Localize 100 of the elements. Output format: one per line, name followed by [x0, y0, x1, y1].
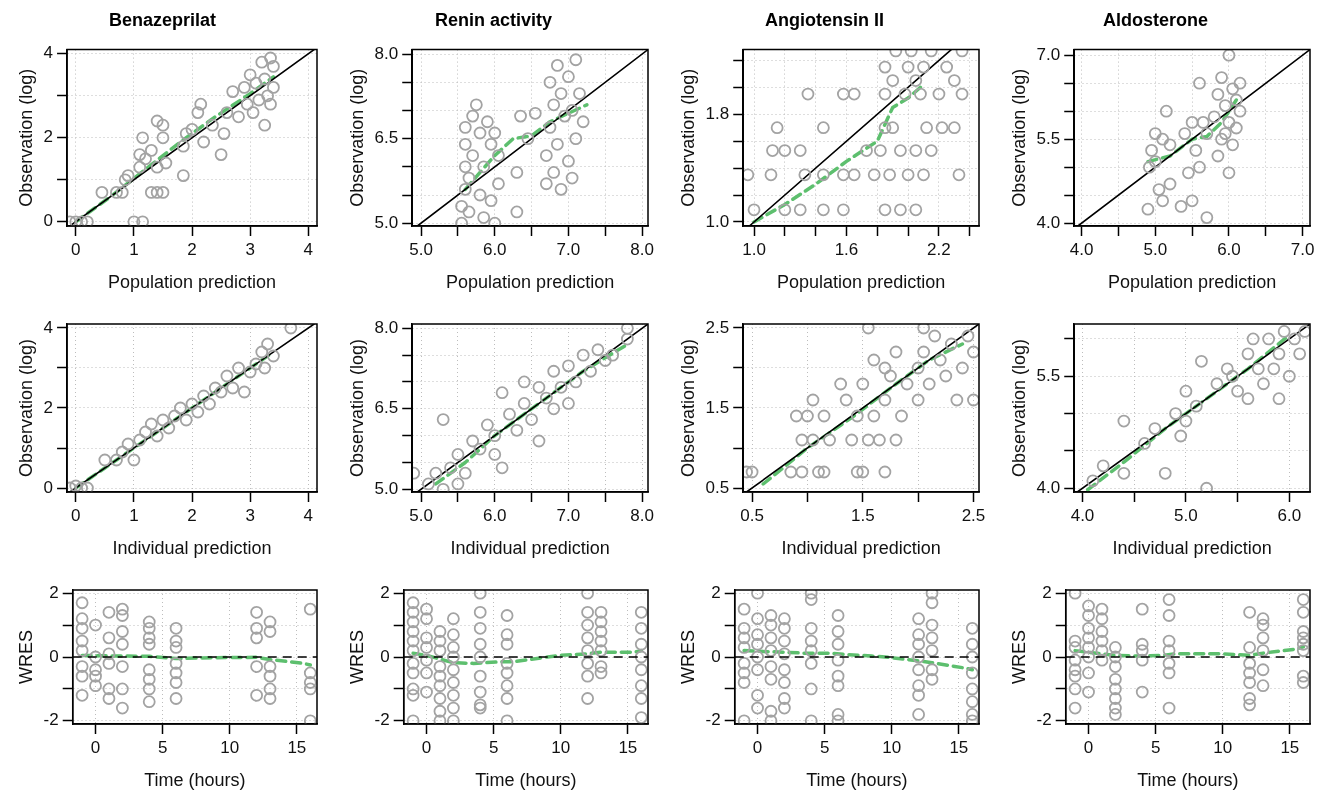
point — [102, 647, 116, 661]
y-tick-label: 0 — [711, 646, 721, 666]
point — [102, 682, 116, 696]
point — [169, 634, 183, 648]
point — [89, 650, 102, 664]
y-tick-label: 5.0 — [374, 212, 399, 232]
point — [156, 118, 170, 132]
point — [1182, 166, 1195, 180]
point — [1222, 166, 1236, 180]
point — [473, 442, 487, 456]
point — [214, 385, 228, 399]
x-axis-title: Time (hours) — [806, 770, 908, 791]
point — [935, 121, 949, 135]
x-tick-label: 2.5 — [961, 505, 986, 525]
point — [444, 461, 457, 475]
point — [169, 692, 183, 705]
point — [303, 682, 317, 696]
point — [142, 682, 156, 696]
point — [598, 354, 612, 367]
point — [1222, 116, 1236, 129]
point — [303, 676, 317, 689]
point — [952, 168, 966, 182]
y-axis-title: Observation (log) — [15, 338, 36, 478]
point — [528, 106, 542, 120]
point — [928, 329, 942, 343]
point — [458, 466, 472, 480]
point — [766, 144, 779, 157]
point — [1148, 127, 1162, 140]
point — [878, 60, 892, 74]
x-tick-label: 1.6 — [834, 239, 859, 259]
point — [861, 433, 875, 447]
x-axis-title: Population prediction — [777, 272, 946, 293]
point — [889, 433, 903, 447]
point — [1096, 459, 1110, 473]
x-tick-label: 1 — [129, 505, 139, 525]
x-tick-label: 5 — [1150, 737, 1161, 757]
x-tick-label: 5 — [157, 737, 168, 757]
point — [473, 188, 487, 202]
y-axis-title: Observation (log) — [15, 68, 36, 207]
point — [75, 215, 88, 226]
point — [191, 106, 205, 119]
y-tick-label: 2 — [380, 582, 390, 602]
point — [156, 413, 170, 427]
point — [203, 397, 216, 411]
point — [517, 375, 531, 389]
y-tick-label: 2 — [1042, 582, 1052, 602]
x-tick-label: 10 — [882, 737, 902, 757]
point — [75, 688, 89, 702]
y-axis-title: Observation (log) — [346, 68, 367, 207]
point — [547, 402, 561, 416]
point — [1117, 414, 1131, 428]
point — [884, 369, 897, 383]
y-tick-label: 8.0 — [374, 43, 399, 63]
point — [878, 87, 892, 101]
point — [89, 669, 102, 683]
point — [1179, 414, 1193, 428]
point — [115, 609, 129, 622]
point — [226, 85, 240, 98]
point — [510, 423, 524, 437]
point — [174, 401, 187, 415]
point — [539, 177, 553, 191]
point — [303, 602, 317, 616]
point — [1195, 354, 1208, 368]
y-tick-label: 1.8 — [705, 103, 730, 123]
point — [1277, 325, 1291, 338]
point — [539, 149, 553, 162]
y-tick-label: 5.5 — [1036, 365, 1061, 385]
point — [477, 160, 491, 174]
point — [205, 118, 219, 132]
y-tick-label: -2 — [43, 710, 59, 730]
point — [532, 434, 546, 448]
point — [249, 76, 263, 90]
point — [258, 118, 272, 132]
point — [1200, 211, 1214, 224]
point — [812, 465, 825, 479]
point — [514, 109, 527, 123]
point — [1293, 347, 1307, 361]
point — [480, 115, 494, 129]
point — [764, 168, 778, 182]
point — [488, 429, 502, 443]
point — [1211, 88, 1225, 101]
point — [539, 391, 553, 405]
point — [133, 160, 147, 174]
point — [115, 186, 129, 199]
point — [850, 465, 864, 479]
point — [1193, 76, 1206, 90]
x-axis-title: Individual prediction — [450, 538, 610, 559]
point — [451, 477, 465, 491]
point — [458, 160, 472, 174]
point — [488, 126, 502, 140]
point — [75, 612, 89, 626]
point — [565, 104, 579, 117]
point — [1272, 347, 1286, 361]
point — [176, 169, 190, 182]
point — [847, 168, 861, 182]
point — [169, 641, 183, 654]
y-tick-label: 2 — [711, 582, 721, 602]
point — [156, 131, 170, 145]
point — [873, 144, 887, 157]
x-tick-label: 7.0 — [556, 505, 581, 525]
